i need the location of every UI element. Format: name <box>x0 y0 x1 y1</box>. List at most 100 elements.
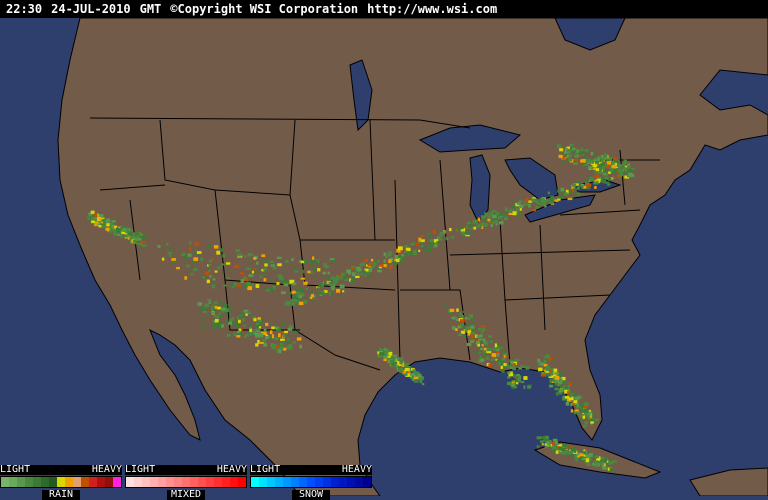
radar-echo <box>400 259 404 263</box>
radar-echo <box>365 271 370 274</box>
radar-echo <box>465 225 469 229</box>
radar-echo <box>379 264 384 267</box>
radar-echo <box>443 303 448 306</box>
radar-echo <box>106 223 110 227</box>
radar-echo <box>562 443 567 447</box>
radar-echo <box>249 262 252 267</box>
legend-swatch <box>9 477 17 487</box>
radar-echo <box>552 438 558 442</box>
radar-echo <box>469 324 475 327</box>
radar-echo <box>214 305 218 309</box>
radar-echo <box>318 291 323 295</box>
radar-echo <box>221 307 226 311</box>
radar-echo <box>388 351 393 356</box>
header-bar: 22:30 24-JUL-2010 GMT ©Copyright WSI Corpor… <box>0 0 768 18</box>
radar-echo <box>242 317 245 322</box>
radar-echo <box>594 162 598 165</box>
radar-echo <box>99 219 104 222</box>
radar-echo <box>487 218 491 222</box>
radar-echo <box>470 325 475 329</box>
radar-echo <box>564 147 568 152</box>
radar-echo <box>383 347 386 350</box>
radar-echo <box>201 317 204 322</box>
radar-echo <box>383 355 388 358</box>
legend-swatch <box>182 477 190 487</box>
radar-echo <box>206 298 212 302</box>
radar-echo <box>584 179 587 182</box>
radar-echo <box>330 259 336 263</box>
radar-echo <box>420 239 425 242</box>
radar-echo <box>568 390 571 393</box>
radar-echo <box>271 326 276 330</box>
radar-echo <box>518 204 524 209</box>
radar-echo <box>478 225 482 228</box>
radar-echo <box>403 245 409 248</box>
radar-echo <box>460 226 464 230</box>
radar-echo <box>451 316 455 320</box>
radar-echo <box>597 160 600 164</box>
radar-echo <box>214 314 220 319</box>
legend-swatch <box>259 477 267 487</box>
radar-echo <box>122 225 126 229</box>
radar-echo <box>537 358 541 363</box>
radar-echo <box>503 355 507 358</box>
radar-echo <box>570 393 575 396</box>
radar-echo <box>516 374 520 377</box>
radar-echo <box>553 379 557 383</box>
radar-echo <box>562 451 567 455</box>
radar-echo <box>256 261 259 265</box>
radar-echo <box>586 186 591 190</box>
radar-echo <box>202 276 206 279</box>
radar-echo <box>590 151 594 156</box>
radar-echo <box>377 270 382 273</box>
radar-echo <box>323 290 328 293</box>
radar-echo <box>515 207 519 211</box>
radar-echo <box>172 260 177 264</box>
url-link[interactable]: http://www.wsi.com <box>367 2 498 16</box>
radar-echo <box>584 413 590 417</box>
radar-echo <box>597 157 600 162</box>
radar-echo <box>605 165 610 169</box>
radar-echo <box>472 338 476 341</box>
radar-echo <box>548 369 553 373</box>
radar-echo <box>397 361 400 366</box>
radar-echo <box>255 343 259 347</box>
radar-echo <box>287 281 291 285</box>
radar-echo <box>512 365 516 369</box>
radar-echo <box>550 372 553 376</box>
radar-echo <box>570 451 574 454</box>
radar-echo <box>245 333 249 337</box>
radar-echo <box>505 355 509 358</box>
radar-echo <box>459 312 462 316</box>
radar-echo <box>260 259 265 262</box>
radar-echo <box>295 299 299 303</box>
radar-echo <box>141 235 147 239</box>
radar-echo <box>578 396 583 399</box>
radar-echo <box>538 202 542 205</box>
legend-light: LIGHT <box>0 464 31 475</box>
radar-echo <box>416 374 422 378</box>
legend-swatch <box>150 477 158 487</box>
legend-swatch <box>291 477 299 487</box>
radar-echo <box>611 163 615 167</box>
radar-echo <box>420 244 424 248</box>
radar-echo <box>497 344 502 348</box>
radar-echo <box>483 222 488 227</box>
radar-echo <box>460 228 466 232</box>
radar-echo <box>565 189 569 194</box>
radar-echo <box>333 277 339 282</box>
radar-echo <box>360 273 364 276</box>
radar-echo <box>267 336 270 339</box>
radar-echo <box>303 300 308 304</box>
radar-echo <box>608 177 612 181</box>
radar-echo <box>598 159 603 164</box>
radar-echo <box>544 205 547 208</box>
radar-echo <box>313 260 318 265</box>
radar-echo <box>608 461 611 465</box>
radar-echo <box>255 322 260 326</box>
radar-echo <box>572 160 578 163</box>
radar-echo <box>587 411 592 416</box>
radar-echo <box>165 243 169 246</box>
radar-echo <box>523 376 528 380</box>
